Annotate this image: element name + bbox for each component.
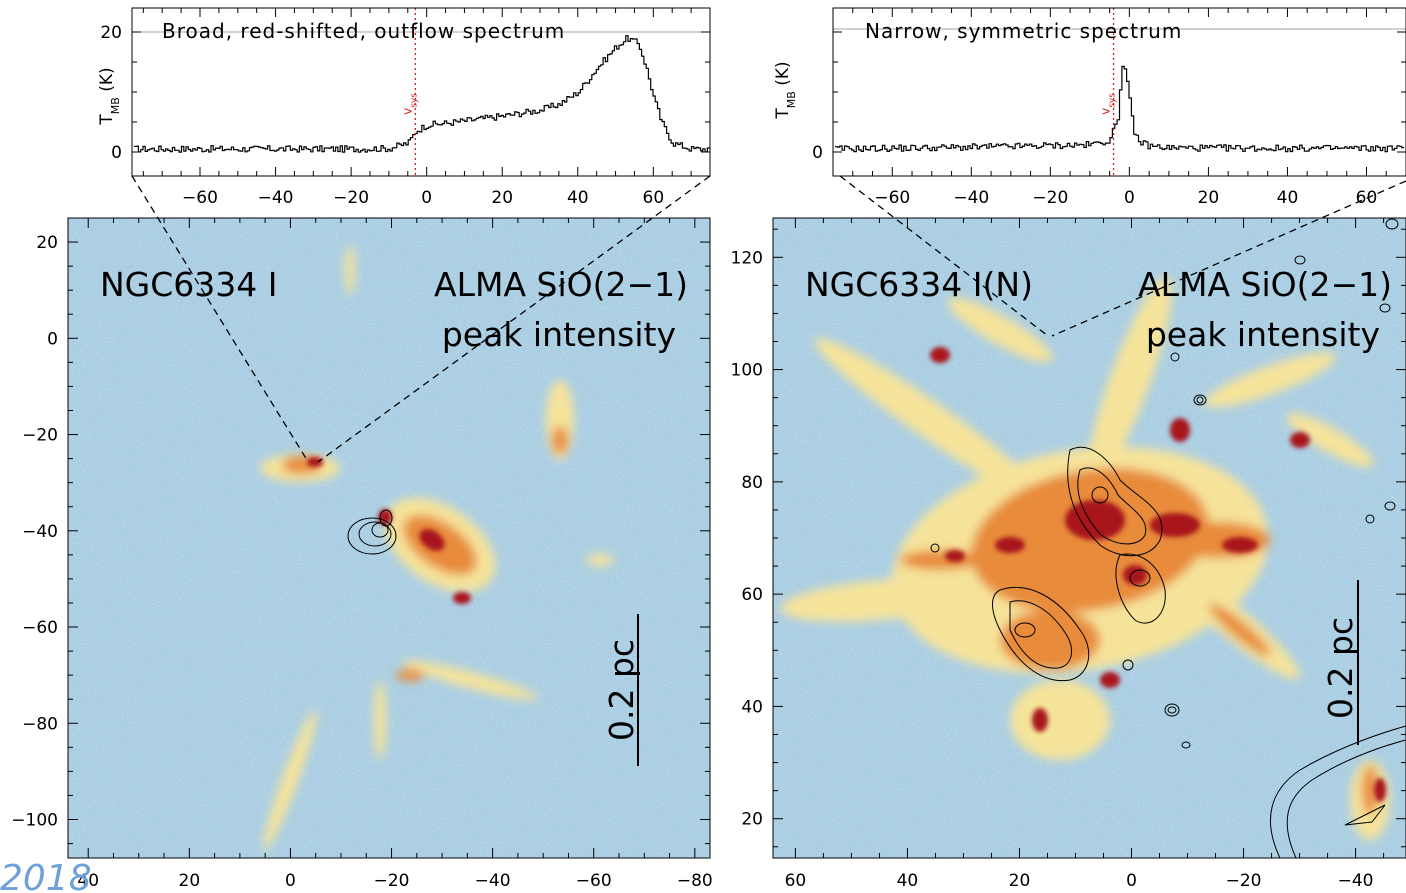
map-left-source-label: NGC6334 I (100, 265, 278, 304)
x-tick-label: 40 (77, 871, 99, 891)
map-right-scalebar: 0.2 pc (1321, 580, 1360, 745)
x-tick-label: 0 (1124, 188, 1135, 208)
spectrum-right-ylabel: TMB (K) (773, 61, 798, 119)
map-right-quantity-label: peak intensity (1146, 315, 1380, 354)
y-tick-label: 40 (741, 697, 763, 717)
x-tick-label: −20 (374, 871, 410, 891)
map-right-axes: 60 40 20 0 −20 −40 120 100 80 60 40 20 (731, 218, 1406, 891)
connector-lines (131, 175, 1406, 463)
spectrum-left-panel: vsys −60 −40 −20 0 20 40 60 0 20 Broad, red-shift… (97, 7, 711, 208)
x-tick-label: −40 (1338, 871, 1374, 891)
y-tick-label: −20 (22, 426, 58, 446)
spectrum-left-plot: vsys −60 −40 −20 0 20 40 60 0 20 (100, 8, 711, 208)
spectrum-right-panel: vsys −60 −40 −20 0 20 40 60 0 Narrow, symmetric … (773, 7, 1406, 208)
spectrum-right-ylabel-main: T (773, 108, 793, 120)
connector-right-a (839, 175, 1049, 337)
watermark-year: 2018 (0, 858, 92, 893)
spectrum-right-ylabel-sub: MB (785, 91, 798, 108)
map-left-scalebar-label: 0.2 pc (602, 639, 641, 741)
vsys-label-main: v (1099, 108, 1113, 115)
map-right-panel: 0.2 pc NGC6334 I(N) ALMA SiO(2−1) peak i… (731, 217, 1406, 891)
x-tick-label: 60 (643, 188, 665, 208)
map-left-quantity-label: peak intensity (442, 315, 676, 354)
map-right-source-label: NGC6334 I(N) (805, 265, 1033, 304)
spectrum-right-plot: vsys −60 −40 −20 0 20 40 60 0 (812, 8, 1406, 208)
y-tick-label: 0 (812, 143, 823, 163)
y-tick-label: −60 (22, 618, 58, 638)
x-tick-label: 0 (421, 188, 432, 208)
x-tick-label: 20 (1198, 188, 1220, 208)
map-right-emission (780, 218, 1406, 858)
x-tick-label: 0 (1126, 871, 1137, 891)
x-tick-label: −40 (475, 871, 511, 891)
x-tick-label: −80 (677, 871, 713, 891)
x-tick-label: −40 (953, 188, 989, 208)
spectrum-left-title: Broad, red-shifted, outflow spectrum (162, 19, 565, 43)
y-tick-label: 20 (741, 810, 763, 830)
spectrum-right-title: Narrow, symmetric spectrum (865, 19, 1182, 43)
spectrum-left-frame (131, 7, 711, 177)
spectrum-left-background (132, 8, 710, 176)
x-tick-label: −40 (258, 188, 294, 208)
x-tick-label: 60 (785, 871, 807, 891)
x-tick-label: −60 (874, 188, 910, 208)
vsys-label-sub: sys (1108, 93, 1118, 108)
x-tick-label: −20 (1226, 871, 1262, 891)
x-tick-label: 0 (285, 871, 296, 891)
vsys-label: vsys (400, 93, 419, 115)
y-tick-label: 80 (741, 473, 763, 493)
x-tick-label: 40 (897, 871, 919, 891)
x-tick-label: 40 (567, 188, 589, 208)
map-left-frame (67, 217, 711, 859)
y-tick-label: 0 (47, 329, 58, 349)
spectrum-left-ylabel-main: T (97, 114, 117, 126)
spectrum-left-ylabel-sub: MB (109, 97, 122, 114)
y-tick-label: 100 (731, 361, 763, 381)
x-tick-label: 20 (179, 871, 201, 891)
map-left-scalebar: 0.2 pc (602, 614, 641, 766)
vsys-label: vsys (1099, 93, 1118, 115)
x-tick-label: −20 (1032, 188, 1068, 208)
spectrum-left-ylabel: TMB (K) (97, 67, 122, 125)
y-tick-label: 20 (100, 23, 122, 43)
spectrum-left-ylabel-unit: (K) (97, 67, 117, 97)
map-right-line-label: ALMA SiO(2−1) (1138, 265, 1392, 304)
y-tick-label: −40 (22, 522, 58, 542)
x-tick-label: 20 (491, 188, 513, 208)
y-tick-label: 120 (731, 248, 763, 268)
vsys-label-sub: sys (409, 93, 419, 108)
y-tick-label: 20 (36, 233, 58, 253)
vsys-label-main: v (400, 108, 414, 115)
map-left-panel: 0.2 pc NGC6334 I ALMA SiO(2−1) peak inte… (11, 217, 713, 891)
map-left-emission (260, 245, 614, 851)
x-tick-label: −60 (182, 188, 218, 208)
x-tick-label: −60 (576, 871, 612, 891)
spectrum-right-ylabel-unit: (K) (773, 61, 793, 91)
connector-left-b (317, 175, 711, 463)
connector-left-a (131, 175, 308, 461)
spectrum-right-frame (832, 7, 1406, 177)
x-tick-label: −20 (333, 188, 369, 208)
y-tick-label: 0 (111, 143, 122, 163)
x-tick-label: 20 (1009, 871, 1031, 891)
x-tick-label: 40 (1277, 188, 1299, 208)
map-left-axes: 40 20 0 −20 −40 −60 −80 20 0 −20 −40 −60 −80 −100 (11, 217, 713, 891)
spectrum-right-line (835, 65, 1404, 153)
y-tick-label: −80 (22, 714, 58, 734)
x-tick-label: 60 (1356, 188, 1378, 208)
y-tick-label: 60 (741, 585, 763, 605)
connector-right-b (1051, 180, 1406, 337)
y-tick-label: −100 (11, 811, 58, 831)
map-right-scalebar-label: 0.2 pc (1321, 617, 1360, 719)
spectrum-left-line (133, 35, 710, 153)
